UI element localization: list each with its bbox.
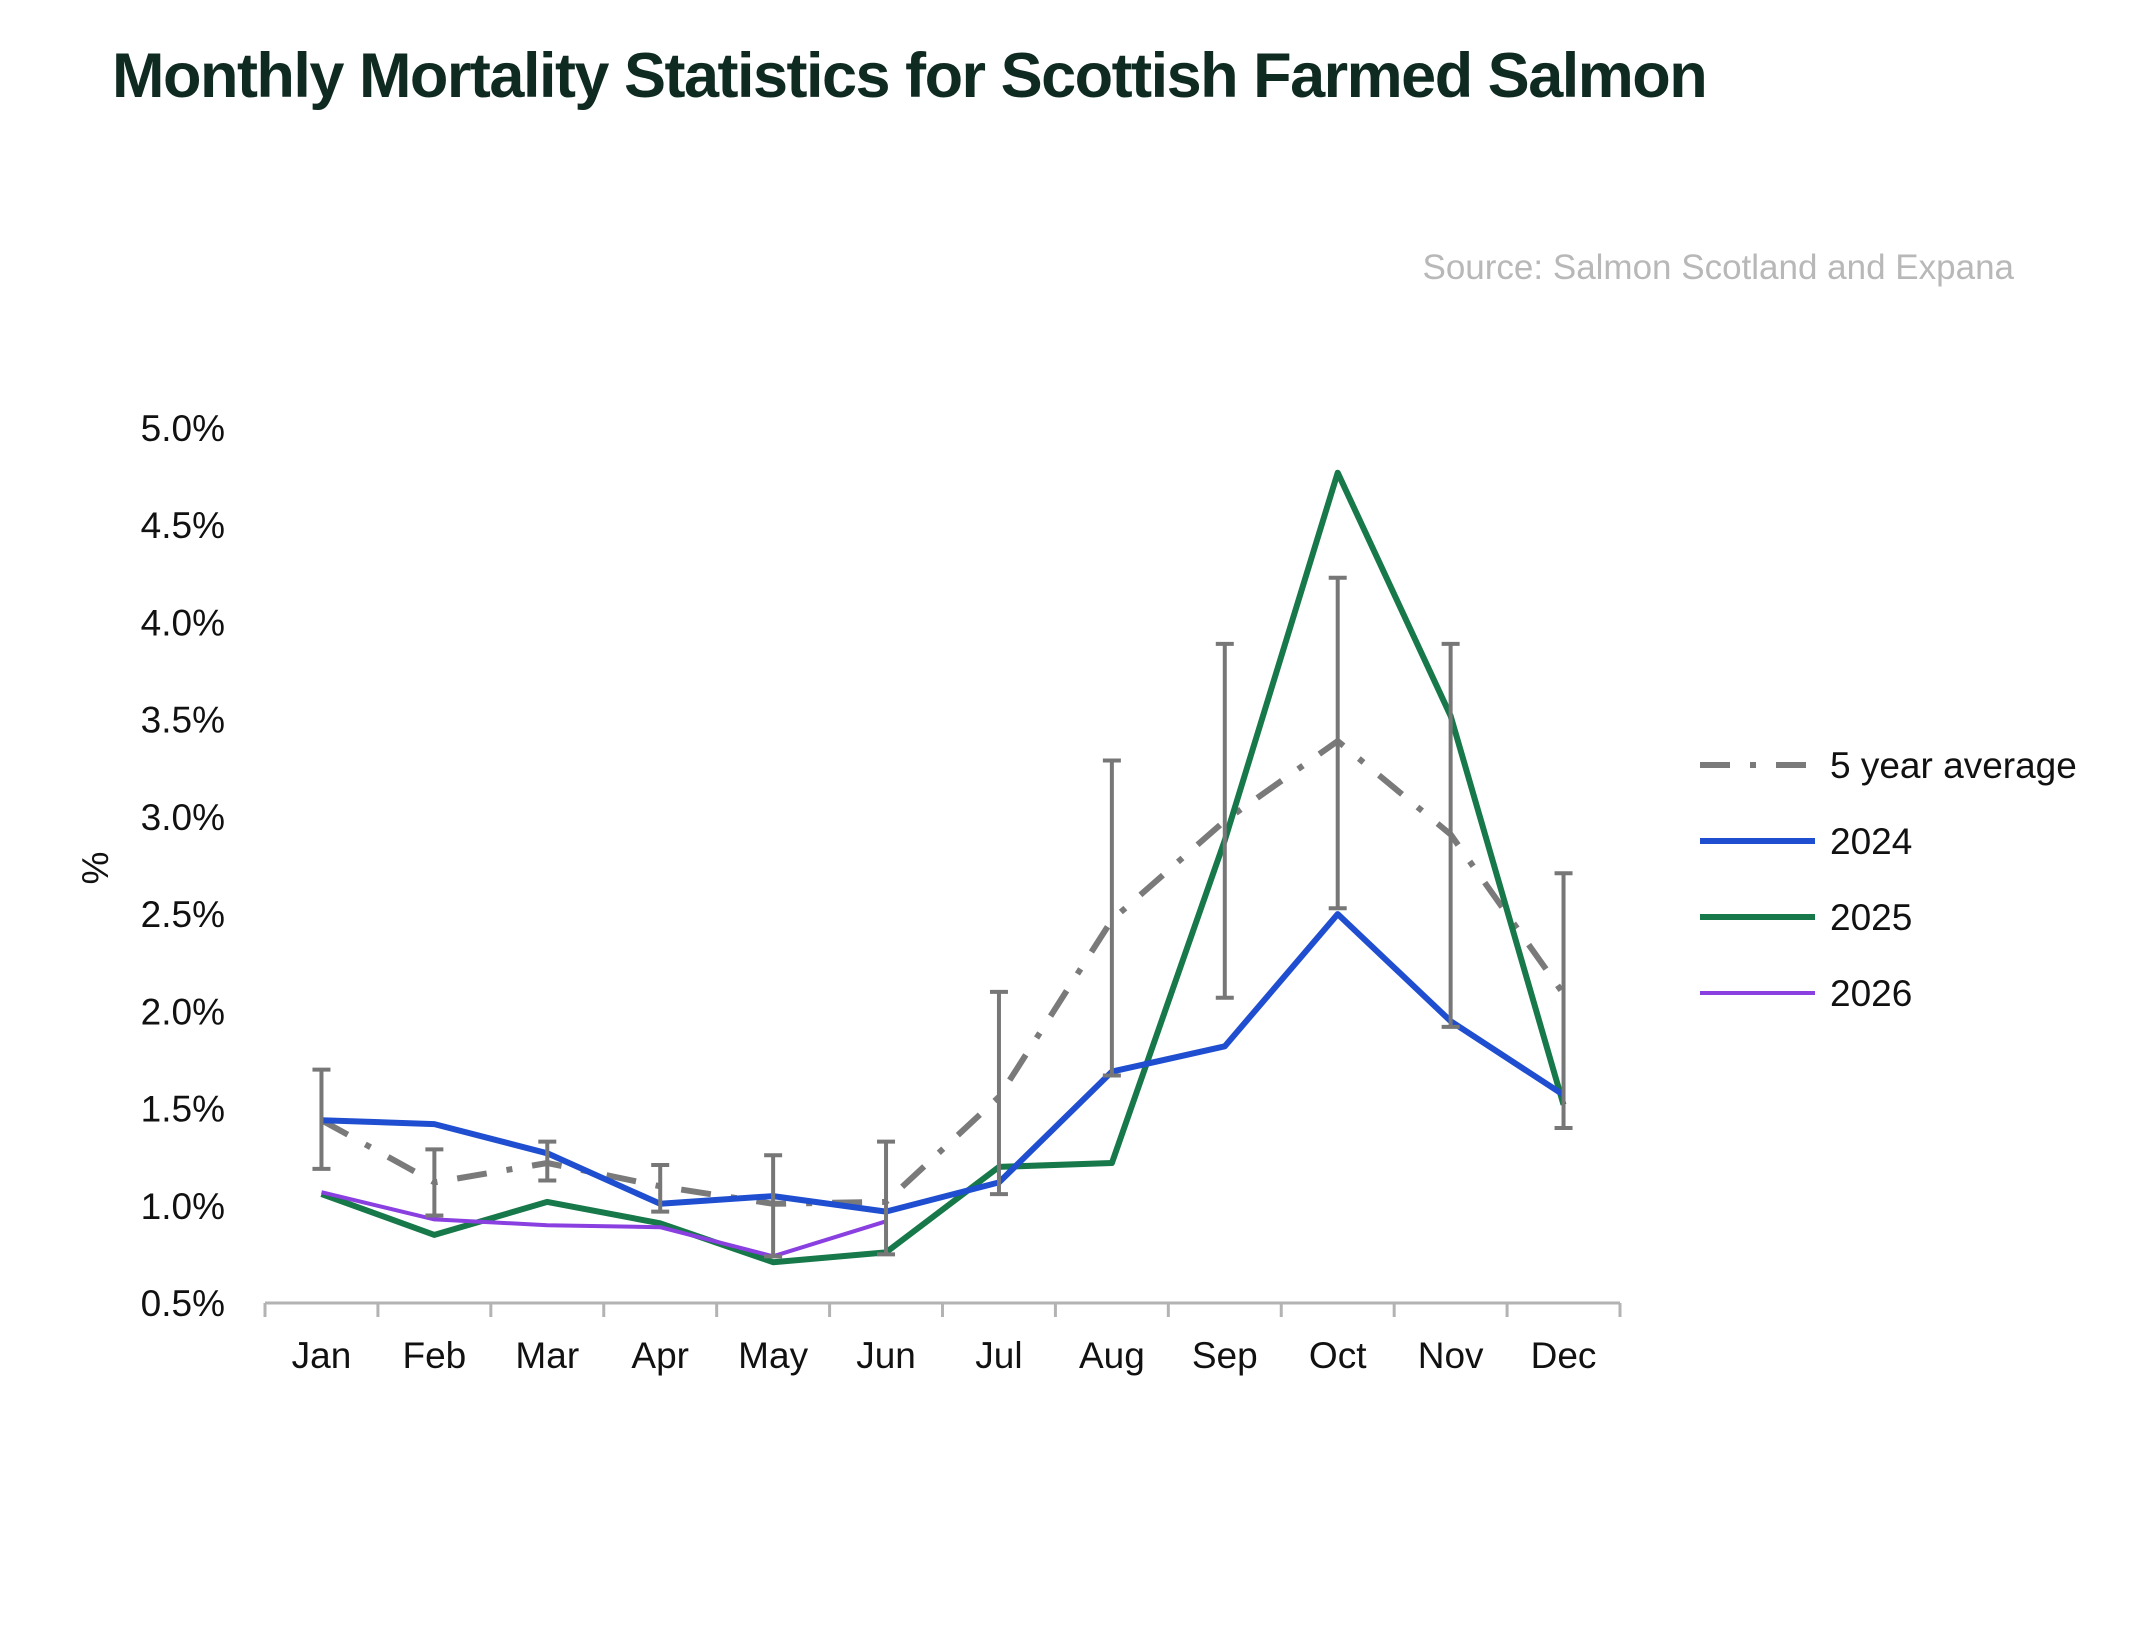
- y-tick-label: 3.5%: [141, 700, 225, 741]
- legend-label: 5 year average: [1830, 745, 2077, 786]
- y-tick-label: 0.5%: [141, 1283, 225, 1324]
- y-tick-label: 1.0%: [141, 1186, 225, 1227]
- error-bar: [425, 1147, 444, 1218]
- series-line-5-year-average: [320, 738, 1566, 1207]
- error-bar: [1102, 758, 1121, 1078]
- x-tick-label: Aug: [1079, 1335, 1145, 1376]
- x-tick-label: Dec: [1531, 1335, 1597, 1376]
- x-axis: [263, 1301, 1622, 1317]
- x-tick-label: Apr: [631, 1335, 689, 1376]
- legend-label: 2026: [1830, 973, 1912, 1014]
- error-bar: [1554, 871, 1573, 1130]
- error-bar: [989, 989, 1008, 1197]
- x-tick-label: Jun: [856, 1335, 916, 1376]
- y-tick-label: 4.0%: [141, 602, 225, 643]
- chart-source: Source: Salmon Scotland and Expana: [1422, 248, 2015, 287]
- y-tick-label: 2.0%: [141, 991, 225, 1032]
- error-bar: [877, 1139, 896, 1257]
- x-tick-label: Mar: [515, 1335, 579, 1376]
- x-axis-tick-labels: Jan Feb Mar Apr May Jun Jul Aug Sep Oct Nov Dec: [292, 1335, 1597, 1376]
- x-tick-label: Jul: [975, 1335, 1022, 1376]
- x-tick-label: Feb: [402, 1335, 466, 1376]
- error-bar: [312, 1067, 331, 1171]
- error-bar: [651, 1162, 670, 1214]
- legend-label: 2025: [1830, 897, 1912, 938]
- series-line-2026: [321, 1190, 887, 1259]
- x-tick-label: May: [738, 1335, 808, 1376]
- error-bars: [312, 575, 1573, 1259]
- error-bar: [1215, 641, 1234, 1000]
- y-axis-label: %: [75, 852, 116, 885]
- y-tick-label: 1.5%: [141, 1089, 225, 1130]
- series-group: [320, 469, 1567, 1266]
- y-tick-label: 4.5%: [141, 505, 225, 546]
- legend: 5 year average 2024 2025 2026: [1700, 745, 2077, 1014]
- y-axis-tick-labels: 0.5% 1.0% 1.5% 2.0% 2.5% 3.0% 3.5% 4.0% 4.5% 5.0%: [141, 408, 225, 1324]
- error-bar: [538, 1139, 557, 1183]
- error-bar: [1328, 575, 1347, 911]
- series-line-2024: [321, 911, 1566, 1215]
- x-tick-label: Oct: [1309, 1335, 1367, 1376]
- legend-label: 2024: [1830, 821, 1912, 862]
- series-line-2025: [320, 469, 1567, 1266]
- error-bar: [764, 1153, 783, 1259]
- x-tick-label: Nov: [1418, 1335, 1484, 1376]
- chart-title: Monthly Mortality Statistics for Scottis…: [112, 41, 1708, 111]
- y-tick-label: 5.0%: [141, 408, 225, 449]
- error-bar: [1441, 641, 1460, 1029]
- x-tick-label: Jan: [292, 1335, 352, 1376]
- x-tick-label: Sep: [1192, 1335, 1258, 1376]
- y-tick-label: 2.5%: [141, 894, 225, 935]
- y-tick-label: 3.0%: [141, 797, 225, 838]
